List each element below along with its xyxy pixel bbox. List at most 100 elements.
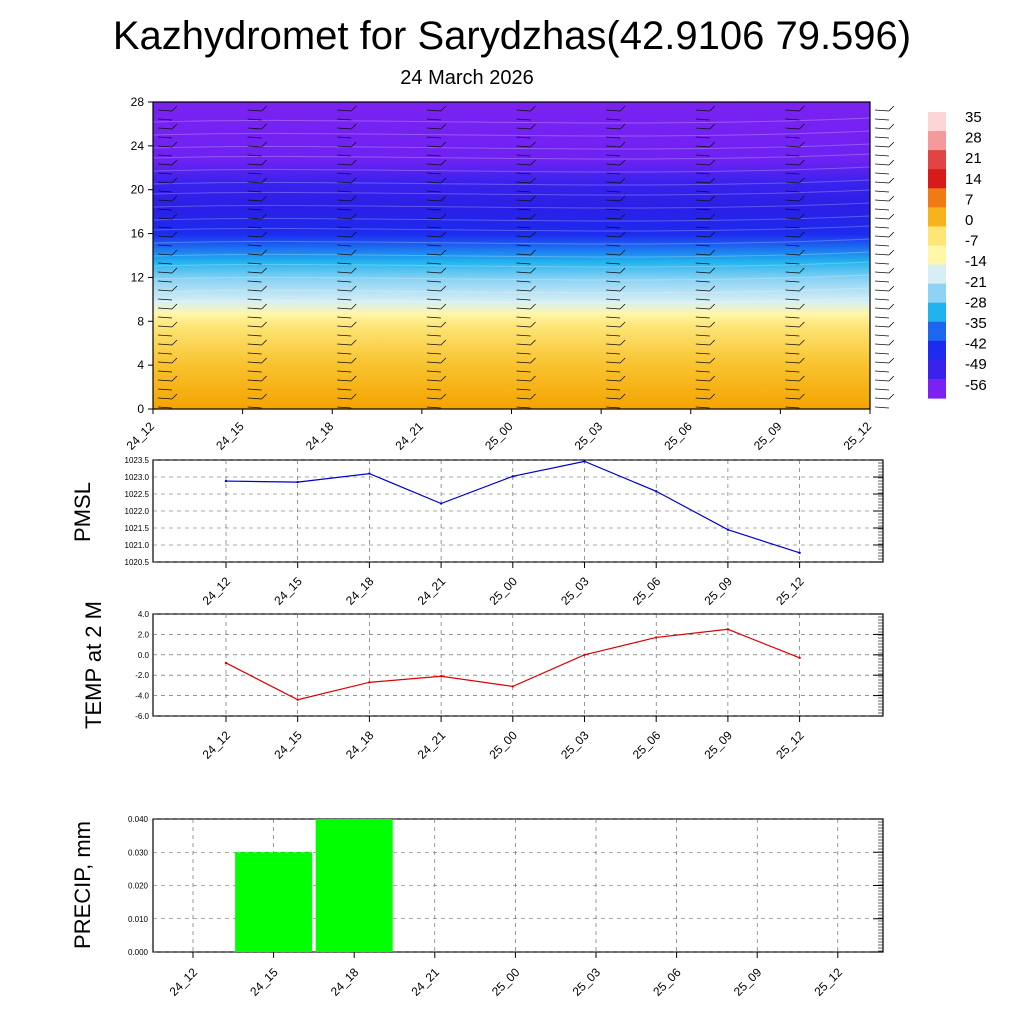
x-tick-label: 24_12: [200, 728, 234, 762]
y-tick-label: 1022.5: [125, 490, 150, 499]
wind-barb: [874, 280, 890, 283]
wind-barb: [695, 289, 710, 292]
y-axis-label: PRECIP, mm: [70, 821, 95, 949]
wind-barb: [874, 226, 890, 229]
wind-barb: [874, 172, 890, 175]
y-tick-label: 0.040: [128, 815, 149, 824]
wind-barb: [516, 118, 531, 121]
x-tick-label: 25_09: [751, 419, 785, 453]
wind-barb: [874, 307, 890, 310]
wind-barb-flag: [261, 177, 267, 184]
wind-barb-flag: [709, 339, 716, 346]
wind-barb: [606, 334, 621, 337]
wind-barb-flag: [440, 375, 447, 382]
x-tick-label: 25_03: [558, 728, 592, 762]
wind-barb-flag: [709, 267, 716, 274]
x-tick-label: 24_21: [415, 574, 449, 608]
wind-barb: [695, 343, 710, 346]
wind-barb-flag: [261, 267, 267, 274]
wind-barb: [337, 244, 352, 247]
wind-barb: [337, 199, 352, 202]
wind-barb-flag: [440, 267, 447, 274]
wind-barb: [695, 217, 710, 220]
wind-barb: [785, 388, 800, 391]
wind-barb-flag: [709, 285, 716, 292]
wind-barb: [426, 190, 441, 193]
x-tick-label: 25_12: [773, 728, 807, 762]
contour-line: [152, 238, 871, 245]
colorbar-label: 28: [965, 130, 982, 147]
wind-barb: [247, 388, 262, 391]
wind-barb: [157, 136, 173, 139]
wind-barb: [157, 343, 173, 346]
wind-barb-flag: [888, 375, 895, 382]
wind-barb: [337, 280, 352, 283]
wind-barb: [426, 127, 441, 130]
wind-barb: [695, 127, 710, 130]
wind-barb-flag: [799, 321, 805, 328]
wind-barb-flag: [530, 339, 536, 346]
wind-barb: [606, 370, 621, 373]
y-tick-label: 1020.5: [125, 558, 150, 567]
x-tick-label: 25_06: [630, 574, 664, 608]
x-tick-label: 24_18: [343, 728, 377, 762]
wind-barb-flag: [530, 123, 536, 130]
wind-barb: [606, 406, 621, 409]
wind-barb: [874, 325, 890, 328]
wind-barb: [337, 289, 352, 292]
wind-barb-flag: [530, 249, 536, 256]
wind-barb-flag: [530, 159, 536, 166]
wind-barb: [426, 397, 441, 400]
wind-barb: [337, 379, 352, 382]
wind-barb-flag: [171, 231, 178, 238]
wind-barb: [157, 280, 173, 283]
wind-barb-flag: [171, 177, 178, 184]
wind-barb: [785, 235, 800, 238]
data-point: [224, 661, 228, 665]
wind-barb: [695, 334, 710, 337]
wind-barb: [157, 127, 173, 130]
wind-barb-flag: [799, 249, 805, 256]
wind-barb: [695, 109, 710, 112]
wind-barb-flag: [799, 141, 805, 148]
wind-barb-flag: [888, 321, 895, 328]
wind-barb: [695, 190, 710, 193]
wind-barb: [785, 397, 800, 400]
wind-barb: [157, 226, 173, 229]
wind-barb: [157, 217, 173, 220]
wind-barb-flag: [888, 141, 895, 148]
x-tick-label: 25_00: [486, 574, 520, 608]
data-point: [224, 479, 228, 483]
colorbar-swatch: [928, 245, 946, 266]
wind-barb: [785, 127, 800, 130]
wind-barb: [337, 136, 352, 139]
wind-barb: [606, 352, 621, 355]
contour-line: [152, 225, 871, 232]
wind-barb: [157, 163, 173, 166]
colorbar-label: -35: [965, 315, 987, 332]
wind-barb: [337, 298, 352, 301]
wind-barb: [874, 271, 890, 274]
wind-barb-flag: [350, 393, 357, 400]
colorbar-label: 21: [965, 150, 982, 167]
wind-barb: [874, 262, 890, 265]
wind-barb: [874, 235, 890, 238]
wind-barb: [157, 253, 173, 256]
wind-barb: [157, 199, 173, 202]
wind-barb: [516, 127, 531, 130]
wind-barb-flag: [530, 195, 536, 202]
wind-barb: [516, 226, 531, 229]
wind-barb: [426, 199, 441, 202]
wind-barb: [247, 307, 262, 310]
wind-barb: [695, 136, 710, 139]
wind-barb: [426, 388, 441, 391]
wind-barb-flag: [261, 375, 267, 382]
wind-barb: [426, 361, 441, 364]
wind-barb-flag: [261, 195, 267, 202]
wind-barb-flag: [799, 159, 805, 166]
wind-barb: [874, 406, 890, 409]
wind-barb-flag: [799, 393, 805, 400]
wind-barb: [785, 136, 800, 139]
wind-barb-flag: [440, 231, 447, 238]
